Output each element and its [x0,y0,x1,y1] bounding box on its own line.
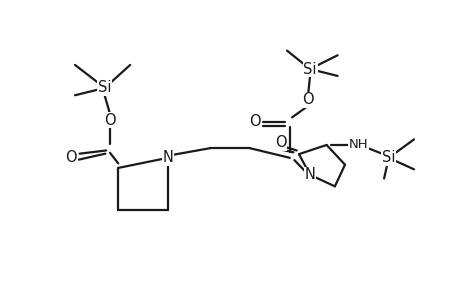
Text: NH: NH [348,138,368,152]
Text: Si: Si [302,61,316,76]
Text: O: O [248,114,260,129]
Text: O: O [274,135,286,150]
Text: N: N [162,150,173,165]
Text: Si: Si [98,80,112,95]
Text: O: O [104,112,116,128]
Text: Si: Si [381,150,395,165]
Text: O: O [65,150,77,165]
Text: O: O [302,92,313,107]
Text: N: N [304,167,315,182]
